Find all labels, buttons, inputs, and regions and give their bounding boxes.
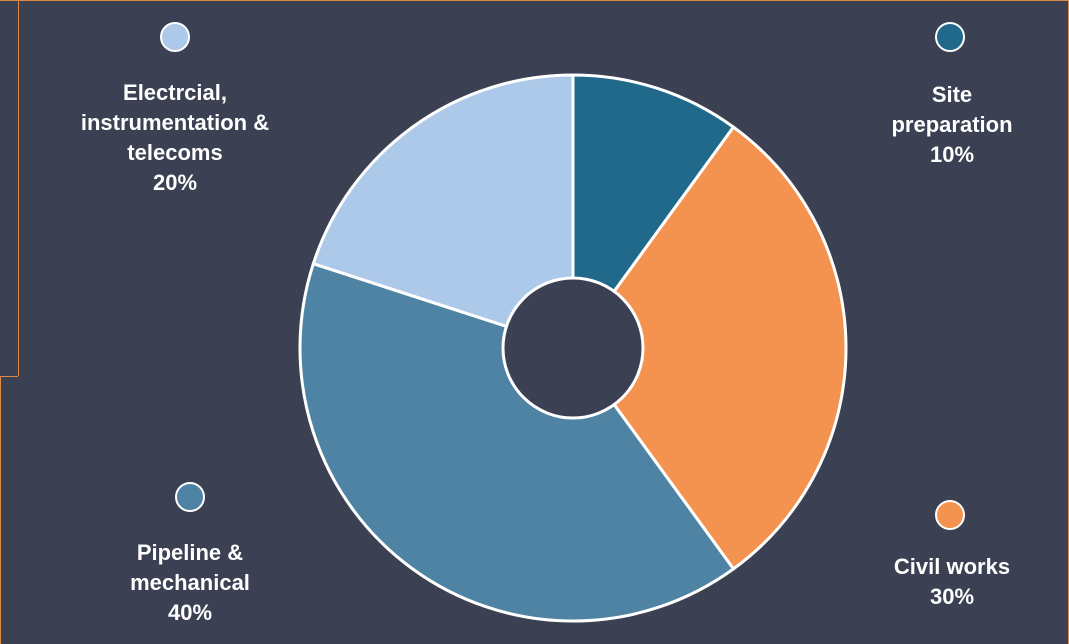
legend-dot-electrical-instrumentation-telecoms [160, 22, 190, 52]
label-line: Civil works [893, 554, 1011, 579]
label-value: 20% [152, 170, 198, 195]
label-line: instrumentation & [80, 110, 270, 135]
legend-label-electrical-instrumentation-telecoms: Electrcial, instrumentation & telecoms 2… [45, 78, 305, 198]
legend-dot-civil-works [935, 500, 965, 530]
frame-line-left-lower [0, 376, 1, 644]
label-value: 40% [167, 600, 213, 625]
label-value: 10% [929, 142, 975, 167]
legend-dot-pipeline-mechanical [175, 482, 205, 512]
frame-line-left-upper [18, 0, 19, 376]
label-line: preparation [891, 112, 1013, 137]
label-value: 30% [929, 584, 975, 609]
frame-line-middle [0, 376, 18, 377]
label-line: mechanical [130, 570, 250, 595]
legend-label-civil-works: Civil works 30% [822, 552, 1069, 612]
donut-hole [501, 276, 645, 420]
legend-label-pipeline-mechanical: Pipeline & mechanical 40% [60, 538, 320, 628]
slice-civil-works [571, 125, 848, 571]
label-line: Site [931, 82, 973, 107]
label-line: telecoms [127, 140, 223, 165]
label-line: Pipeline & [136, 540, 244, 565]
label-line: Electrcial, [123, 80, 227, 105]
slice-site-preparation [571, 73, 735, 350]
legend-label-site-preparation: Site preparation 10% [822, 80, 1069, 170]
slice-electrcial-instrumentation-telecoms [311, 73, 575, 350]
legend-dot-site-preparation [935, 22, 965, 52]
frame-line-top [0, 0, 1069, 1]
slice-pipeline-mechanical [298, 262, 735, 623]
